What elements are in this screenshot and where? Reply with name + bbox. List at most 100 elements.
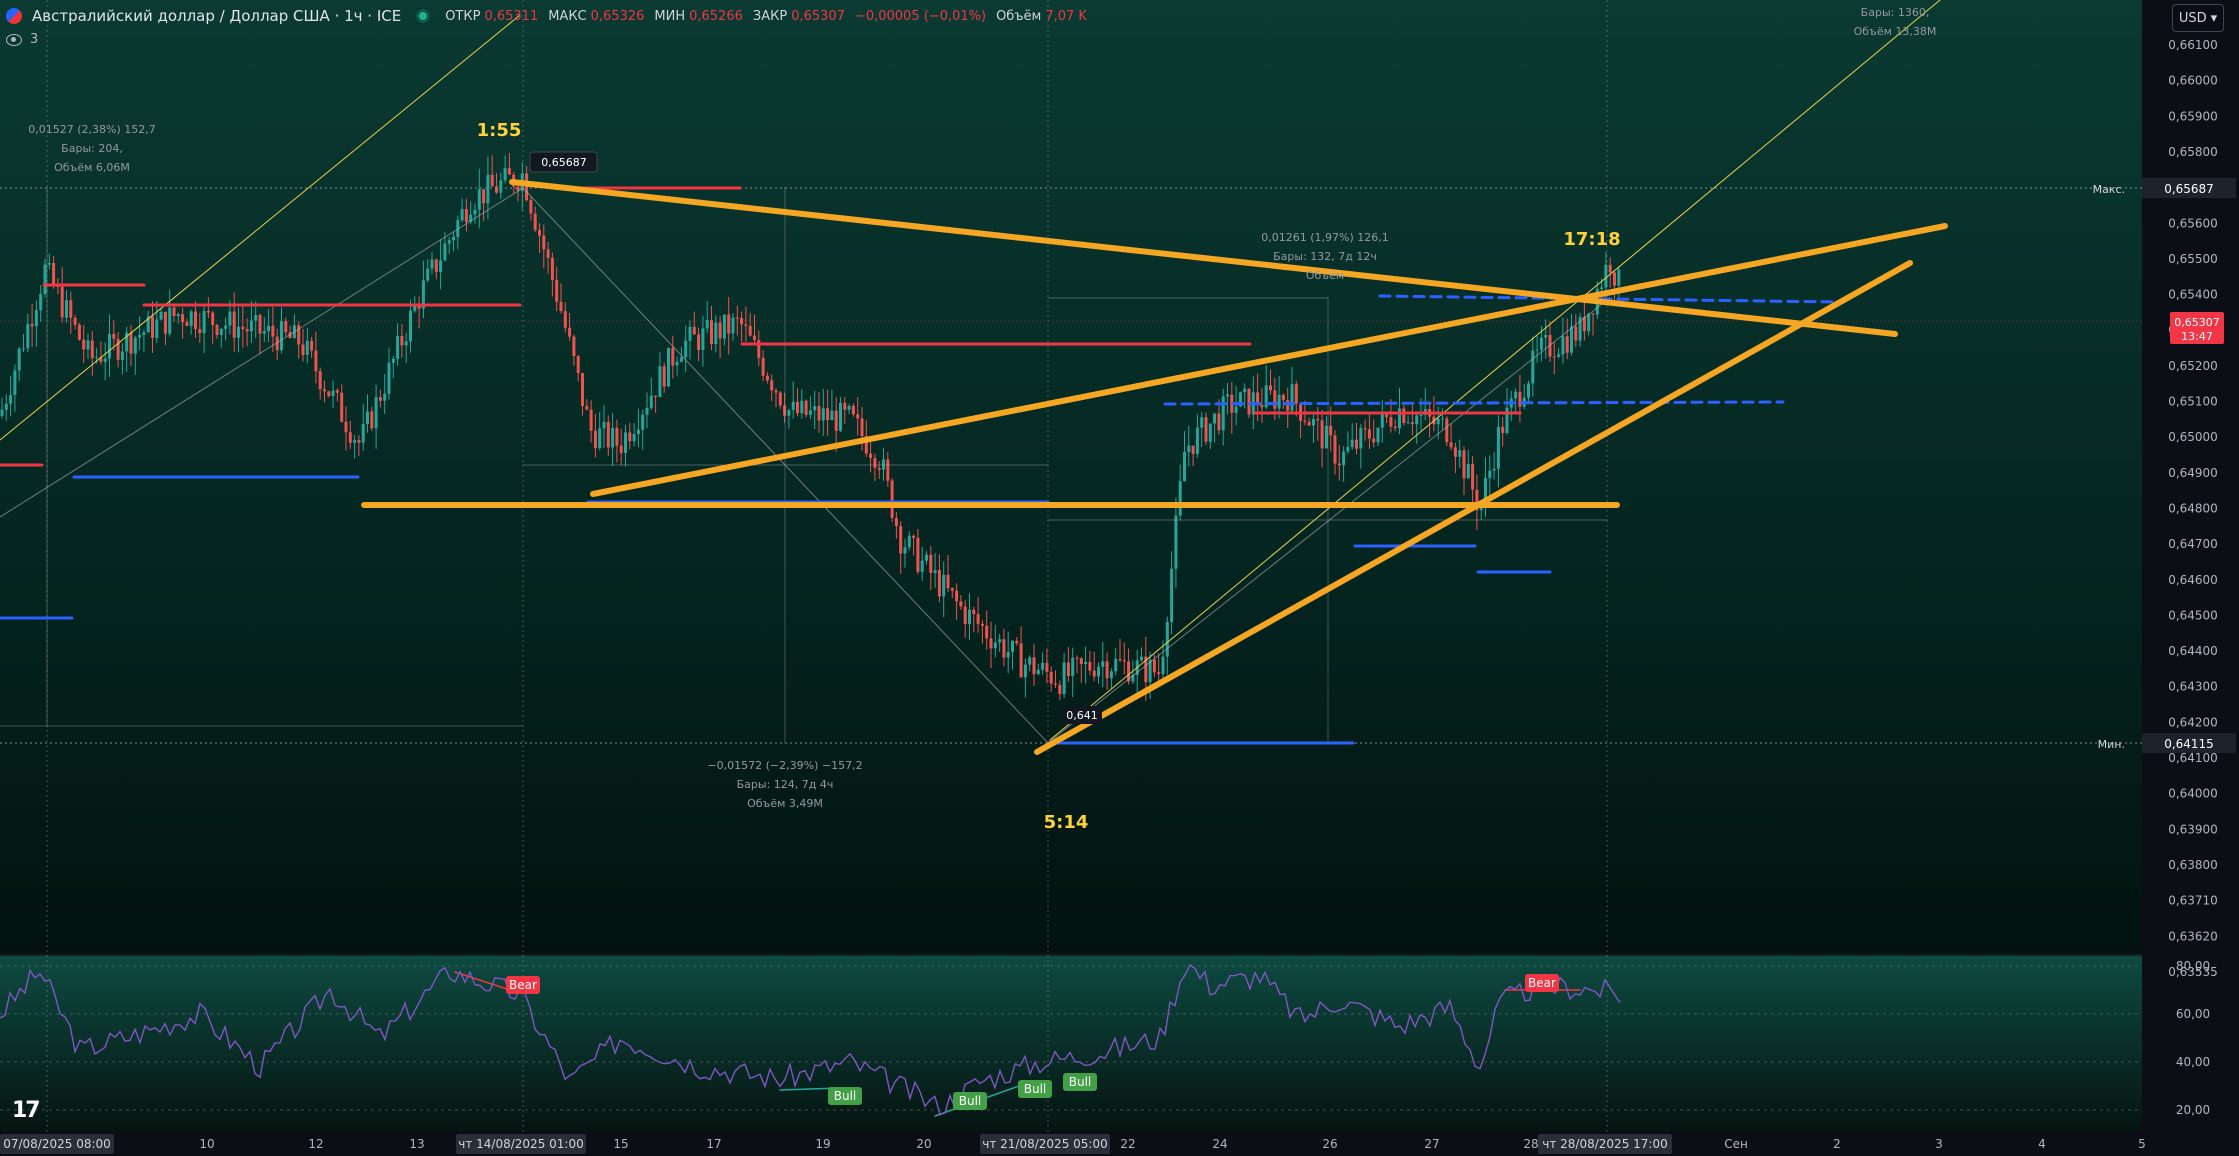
candle-body (989, 638, 993, 649)
rsi-tag-label: Bull (1024, 1082, 1047, 1096)
candle-body (1333, 435, 1337, 464)
candle-body (1441, 418, 1444, 420)
time-axis-background[interactable] (0, 1132, 2239, 1156)
rsi-series (0, 963, 2142, 1116)
price-tick-label: 0,63900 (2168, 822, 2218, 836)
thin-trendline (0, 14, 521, 441)
rsi-tag-badge (1063, 1073, 1097, 1091)
candle-body (830, 410, 834, 421)
price-tick-label: 0,64000 (2168, 787, 2218, 801)
candle-body (378, 397, 382, 401)
measure-info-text: −0,01572 (−2,39%) −157,2 (707, 759, 862, 772)
candle-body (473, 209, 477, 215)
time-tick-label: 26 (1322, 1137, 1337, 1151)
candle-body (1393, 426, 1397, 429)
candle-body (254, 315, 258, 321)
candle-body (808, 410, 812, 415)
tradingview-logo[interactable]: 17 (12, 1098, 41, 1123)
candle-body (804, 400, 808, 415)
candle-body (490, 174, 494, 187)
currency-label: USD (2178, 10, 2207, 26)
candle-body (628, 432, 632, 442)
candle-body (434, 259, 438, 272)
candle-body (275, 336, 279, 351)
candle-body (765, 375, 769, 381)
candle-body (1527, 383, 1530, 398)
indicators-count: 3 (30, 32, 39, 47)
candle-body (1183, 452, 1186, 482)
candle-body (237, 326, 240, 338)
candle-body (894, 517, 898, 527)
candle-body (882, 459, 885, 470)
candle-body (1466, 464, 1470, 479)
candle-body (1247, 388, 1251, 415)
symbol-title[interactable]: Австралийский доллар / Доллар США · 1ч ·… (32, 7, 402, 25)
candle-body (288, 332, 292, 339)
rsi-tag-badge (828, 1087, 862, 1105)
price-tick-label: 0,64500 (2168, 608, 2218, 622)
candle-body (1109, 671, 1113, 679)
candle-body (1492, 468, 1496, 471)
candle-body (1445, 418, 1449, 443)
candle-body (1462, 450, 1466, 479)
candle-body (1084, 661, 1088, 665)
max-price-box (2142, 178, 2236, 198)
candle-body (1514, 391, 1518, 399)
candle-body (26, 323, 30, 349)
chevron-down-icon: ▾ (2210, 10, 2218, 26)
time-tick-label: 17 (706, 1137, 721, 1151)
price-tick-label: 0,64800 (2168, 501, 2218, 515)
candle-body (1269, 385, 1272, 391)
candle-body (1165, 621, 1169, 657)
eye-icon[interactable] (6, 33, 22, 46)
candle-body (800, 400, 804, 414)
candle-body (482, 189, 486, 204)
candle-body (1144, 656, 1148, 683)
candle-body (1217, 413, 1221, 431)
candle-body (103, 358, 107, 362)
candle-body (430, 259, 434, 269)
candle-body (920, 560, 924, 572)
candle-body (1587, 313, 1591, 332)
candle-body (1208, 423, 1212, 442)
current-price-box (2170, 312, 2224, 344)
candle-body (1015, 640, 1019, 644)
candle-body (228, 311, 232, 326)
currency-button[interactable]: USD ▾ (2172, 4, 2224, 32)
candle-body (413, 304, 417, 311)
candle-body (1552, 356, 1556, 358)
candle-body (955, 590, 959, 602)
candle-body (1066, 662, 1070, 677)
candle-body (1350, 439, 1354, 447)
candle-body (116, 338, 120, 360)
time-tick-label: 27 (1424, 1137, 1439, 1151)
candle-body (1380, 412, 1384, 428)
candle-body (662, 366, 666, 387)
candle-body (202, 310, 206, 334)
candle-body (727, 314, 731, 334)
indicators-toggle[interactable]: 3 (6, 32, 38, 47)
candle-body (90, 340, 94, 358)
candle-body (1578, 317, 1582, 341)
market-status-icon[interactable] (419, 12, 428, 20)
price-tick-label: 0,64600 (2168, 573, 2218, 587)
candle-body (1200, 417, 1204, 428)
price-tick-label: 0,65500 (2168, 252, 2218, 266)
candle-body (1449, 442, 1453, 448)
time-tick-label: 13 (409, 1137, 424, 1151)
symbol-flag-icon[interactable] (6, 8, 22, 24)
candle-body (980, 623, 984, 626)
candle-body (1256, 392, 1260, 406)
candle-body (400, 335, 404, 346)
trendline-descending (509, 179, 1898, 337)
candle-body (533, 213, 537, 230)
candle-body (1488, 470, 1492, 479)
candle-body (1363, 428, 1367, 430)
support-dashed-line (1163, 400, 1785, 406)
candle-body (538, 229, 541, 236)
candle-body (1565, 336, 1569, 353)
candle-body (968, 609, 971, 625)
candle-body (1372, 438, 1376, 443)
measure-info-text: 0,01527 (2,38%) 152,7 (28, 123, 156, 136)
